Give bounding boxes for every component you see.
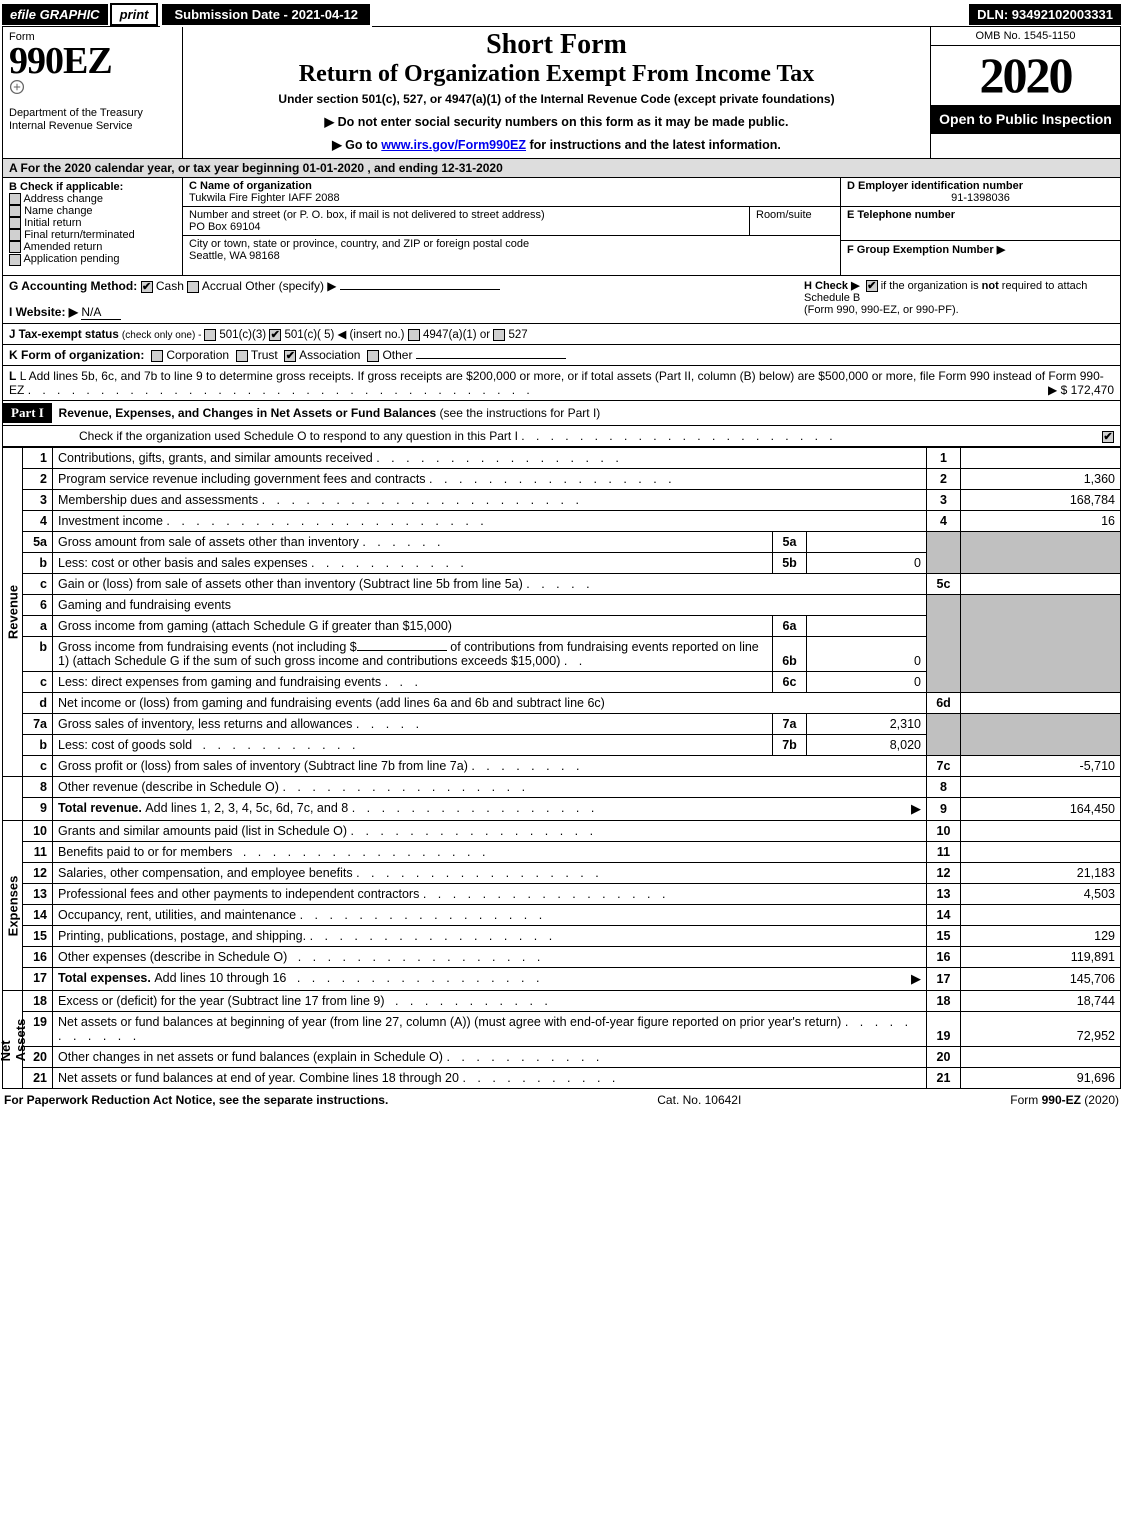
chk-sched-o[interactable] — [1102, 431, 1114, 443]
v5a — [807, 532, 927, 553]
chk-assoc[interactable] — [284, 350, 296, 362]
irs-link[interactable]: www.irs.gov/Form990EZ — [381, 138, 526, 152]
chk-final[interactable] — [9, 229, 21, 241]
v12: 21,183 — [961, 863, 1121, 884]
print-button[interactable]: print — [110, 3, 159, 26]
pra-notice: For Paperwork Reduction Act Notice, see … — [4, 1093, 388, 1107]
form-number: 990EZ — [9, 43, 176, 79]
sched-o-text: Check if the organization used Schedule … — [79, 429, 518, 443]
c-room-label: Room/suite — [750, 207, 840, 235]
g-row: G Accounting Method: Cash Accrual Other … — [9, 279, 794, 293]
v4: 16 — [961, 511, 1121, 532]
efile-button[interactable]: efile GRAPHIC — [2, 4, 108, 25]
v13: 4,503 — [961, 884, 1121, 905]
chk-pending[interactable] — [9, 254, 21, 266]
v16: 119,891 — [961, 947, 1121, 968]
v1 — [961, 448, 1121, 469]
c-city-label: City or town, state or province, country… — [189, 238, 834, 250]
open-to-public: Open to Public Inspection — [931, 104, 1120, 134]
treasury-seal-icon — [9, 79, 25, 95]
tax-year: 2020 — [931, 46, 1120, 104]
chk-initial[interactable] — [9, 217, 21, 229]
k-row: K Form of organization: Corporation Trus… — [2, 345, 1121, 366]
dln-label: DLN: 93492102003331 — [969, 4, 1121, 25]
chk-other-org[interactable] — [367, 350, 379, 362]
main-title: Return of Organization Exempt From Incom… — [189, 61, 924, 88]
part1-title: Revenue, Expenses, and Changes in Net As… — [59, 406, 440, 420]
v7a: 2,310 — [807, 714, 927, 735]
chk-name[interactable] — [9, 205, 21, 217]
f-label: F Group Exemption Number ▶ — [847, 243, 1114, 256]
v6a — [807, 616, 927, 637]
d-label: D Employer identification number — [847, 180, 1114, 192]
footer: For Paperwork Reduction Act Notice, see … — [2, 1089, 1121, 1111]
v15: 129 — [961, 926, 1121, 947]
ssn-warning: ▶ Do not enter social security numbers o… — [189, 114, 924, 129]
title-box: Form 990EZ Department of the Treasury In… — [2, 26, 1121, 159]
lines-table: Revenue 1Contributions, gifts, grants, a… — [2, 447, 1121, 1089]
v3: 168,784 — [961, 490, 1121, 511]
short-form-title: Short Form — [189, 29, 924, 61]
v19: 72,952 — [961, 1012, 1121, 1047]
submission-date-button[interactable]: Submission Date - 2021-04-12 — [160, 2, 372, 27]
d-value: 91-1398036 — [847, 192, 1114, 204]
v6c: 0 — [807, 672, 927, 693]
chk-501c[interactable] — [269, 329, 281, 341]
omb-label: OMB No. 1545-1150 — [931, 27, 1120, 46]
c-addr: PO Box 69104 — [189, 221, 743, 233]
line-b-label: B Check if applicable: — [9, 181, 176, 193]
h-row: H Check ▶ if the organization is not req… — [794, 279, 1114, 320]
chk-501c3[interactable] — [204, 329, 216, 341]
under-section: Under section 501(c), 527, or 4947(a)(1)… — [189, 92, 924, 106]
i-row: I Website: ▶ N/A — [9, 305, 794, 320]
cat-no: Cat. No. 10642I — [657, 1093, 741, 1107]
v18: 18,744 — [961, 991, 1121, 1012]
irs-label: Internal Revenue Service — [9, 120, 176, 133]
chk-address[interactable] — [9, 193, 21, 205]
c-city: Seattle, WA 98168 — [189, 250, 834, 262]
i-value: N/A — [81, 305, 121, 320]
header-bar: efile GRAPHIC print Submission Date - 20… — [2, 2, 1121, 26]
dept-label: Department of the Treasury — [9, 95, 176, 120]
goto-line: ▶ Go to www.irs.gov/Form990EZ for instru… — [189, 137, 924, 152]
part1-label: Part I — [3, 403, 52, 423]
c-name: Tukwila Fire Fighter IAFF 2088 — [189, 192, 834, 204]
l-row: L L Add lines 5b, 6c, and 7b to line 9 t… — [2, 366, 1121, 401]
v7b: 8,020 — [807, 735, 927, 756]
v10 — [961, 821, 1121, 842]
v5c — [961, 574, 1121, 595]
chk-accrual[interactable] — [187, 281, 199, 293]
v8 — [961, 777, 1121, 798]
rot-revenue: Revenue — [5, 585, 20, 639]
chk-corp[interactable] — [151, 350, 163, 362]
chk-trust[interactable] — [236, 350, 248, 362]
v14 — [961, 905, 1121, 926]
v9: 164,450 — [961, 798, 1121, 821]
line-a-taxyear: A For the 2020 calendar year, or tax yea… — [3, 159, 1120, 178]
chk-amended[interactable] — [9, 241, 21, 253]
rot-netassets: Net Assets — [0, 1018, 28, 1061]
v11 — [961, 842, 1121, 863]
v2: 1,360 — [961, 469, 1121, 490]
c-addr-label: Number and street (or P. O. box, if mail… — [189, 209, 743, 221]
j-row: J Tax-exempt status (check only one) - 5… — [2, 324, 1121, 345]
v6b: 0 — [807, 637, 927, 672]
v20 — [961, 1047, 1121, 1068]
rot-expenses: Expenses — [5, 875, 20, 936]
v6d — [961, 693, 1121, 714]
v21: 91,696 — [961, 1068, 1121, 1089]
chk-h[interactable] — [866, 280, 878, 292]
l-amount: ▶ $ 172,470 — [1048, 383, 1114, 397]
v7c: -5,710 — [961, 756, 1121, 777]
chk-4947[interactable] — [408, 329, 420, 341]
e-label: E Telephone number — [847, 209, 1114, 221]
form-footer: Form 990-EZ (2020) — [1010, 1093, 1119, 1107]
part1-sub: (see the instructions for Part I) — [440, 406, 601, 420]
chk-cash[interactable] — [141, 281, 153, 293]
chk-527[interactable] — [493, 329, 505, 341]
c-name-label: C Name of organization — [189, 180, 834, 192]
v5b: 0 — [807, 553, 927, 574]
v17: 145,706 — [961, 968, 1121, 991]
